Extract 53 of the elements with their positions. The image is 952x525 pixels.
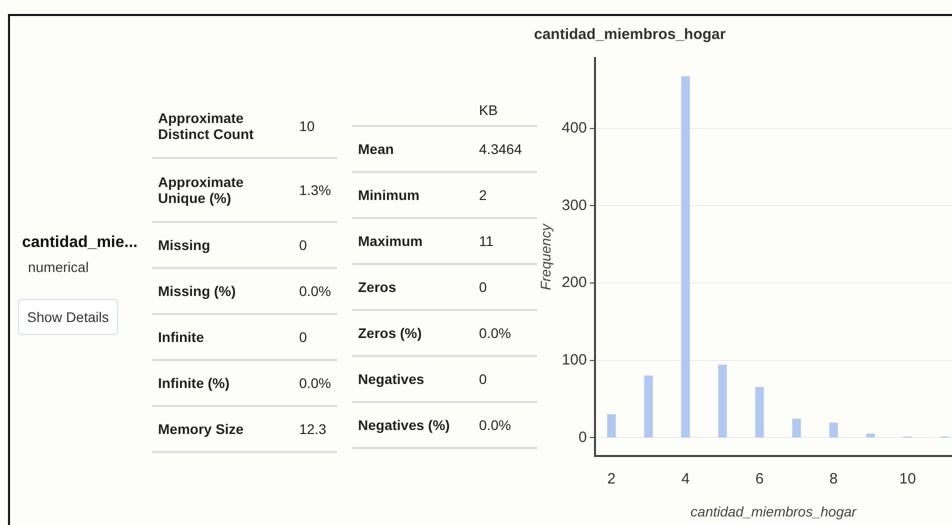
text: Negatives (%) (352, 402, 474, 448)
text: Missing (152, 222, 294, 268)
text: Approximate Unique (%) (152, 158, 294, 222)
text: Memory Size (152, 406, 294, 452)
bar (792, 418, 801, 438)
text: Show Details (18, 299, 118, 335)
text: cantidad_mie... (22, 234, 138, 252)
x-axis-title: cantidad_miembros_hogar (690, 503, 858, 520)
text: 12.3 (293, 406, 337, 452)
x-tick-label: 10 (899, 470, 916, 488)
x-tick-label: 4 (681, 470, 690, 488)
text: Missing (%) (152, 268, 294, 314)
text: Zeros (%) (352, 310, 474, 356)
text: 1.3% (293, 158, 337, 222)
bar (829, 422, 838, 438)
text: 4.3464 (473, 126, 537, 172)
text: 0 (293, 222, 337, 268)
text: 0.0% (293, 360, 337, 406)
x-tick-label: 8 (829, 470, 838, 488)
text: Negatives (352, 356, 474, 402)
text: Approximate Distinct Count (152, 95, 294, 158)
text: 0 (293, 314, 337, 360)
text: 0.0% (293, 268, 337, 314)
x-tick-label: 2 (607, 470, 616, 488)
bar (866, 433, 875, 438)
bar (644, 375, 653, 438)
text: KB (473, 95, 537, 126)
text: 0.0% (473, 402, 537, 448)
text: 2 (473, 172, 537, 218)
text: numerical (28, 259, 89, 275)
text: Minimum (352, 172, 474, 218)
y-tick-label: 200 (562, 274, 587, 292)
y-tick-label: 300 (562, 196, 587, 214)
bar (755, 387, 764, 438)
y-tick-label: 0 (578, 428, 587, 446)
text: Infinite (152, 314, 294, 360)
y-tick-label: 100 (562, 351, 587, 368)
text: 0 (473, 356, 537, 402)
y-tick-label: 400 (562, 120, 587, 136)
text: Infinite (%) (152, 360, 294, 406)
y-axis-title: Frequency (537, 223, 554, 290)
text: Zeros (352, 264, 474, 310)
x-tick-label: 6 (755, 470, 764, 488)
text: 10 (293, 95, 337, 158)
bar (718, 364, 727, 438)
chart-title: cantidad_miembros_hogar (534, 26, 726, 44)
text: 0.0% (473, 310, 537, 356)
text: 11 (473, 218, 537, 264)
text: Maximum (352, 218, 474, 264)
text: 0 (473, 264, 537, 310)
text: Mean (352, 126, 474, 172)
bar (607, 414, 616, 438)
bar (681, 76, 690, 438)
